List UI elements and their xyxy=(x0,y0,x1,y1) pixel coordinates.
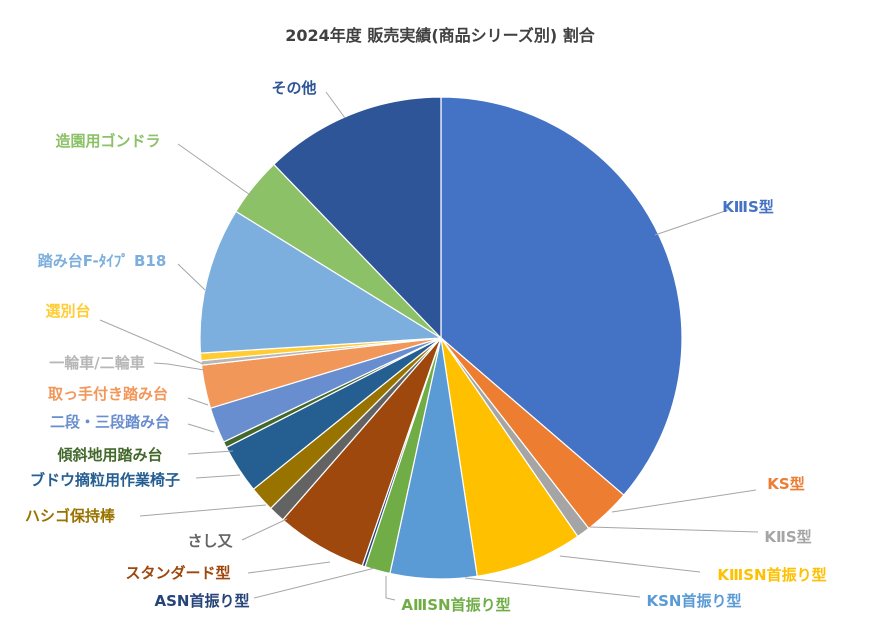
slice-label: スタンダード型 xyxy=(125,564,230,582)
slice-label: KSN首振り型 xyxy=(647,592,742,610)
slice-label: KⅡS型 xyxy=(764,528,811,546)
slice-label: AⅢSN首振り型 xyxy=(401,596,510,614)
leader-line xyxy=(253,567,376,599)
slice-label: 傾斜地用踏み台 xyxy=(56,446,162,464)
leader-line xyxy=(99,319,204,365)
slice-label: KⅢSN首振り型 xyxy=(717,566,826,584)
leader-line xyxy=(187,423,215,433)
slice-label: ハシゴ保持棒 xyxy=(25,507,116,525)
leader-line xyxy=(177,263,206,291)
leader-line xyxy=(611,489,757,513)
slice-label: 取っ手付き踏み台 xyxy=(48,385,168,403)
pie-slice xyxy=(440,96,683,496)
leader-line xyxy=(589,526,759,533)
leader-line xyxy=(559,555,701,573)
slice-label: 二段・三段踏み台 xyxy=(50,413,170,431)
leader-line xyxy=(385,576,396,601)
leader-line xyxy=(464,577,641,598)
leader-line xyxy=(187,450,234,455)
leader-line xyxy=(139,504,267,517)
leader-line xyxy=(247,561,331,574)
leader-line xyxy=(241,518,288,541)
slice-label: KⅢS型 xyxy=(722,198,774,216)
slice-label: ASN首振り型 xyxy=(155,592,250,610)
slice-label: 選別台 xyxy=(45,302,90,320)
slice-label: ブドウ摘粒用作業椅子 xyxy=(30,471,180,489)
slice-label: その他 xyxy=(271,79,316,97)
leader-line xyxy=(187,397,209,406)
leader-line xyxy=(153,362,205,371)
slice-label: KS型 xyxy=(767,475,804,493)
pie-slice xyxy=(440,337,579,577)
slice-label: さし又 xyxy=(187,532,233,550)
slice-label: 踏み台F-ﾀｲﾌﾟ B18 xyxy=(38,252,167,270)
leader-line xyxy=(195,474,241,479)
leader-line xyxy=(325,91,346,119)
leader-line xyxy=(177,143,254,198)
slice-label: 造園用ゴンドラ xyxy=(55,132,160,150)
pie-slice xyxy=(199,210,443,354)
chart-title: 2024年度 販売実績(商品シリーズ別) 割合 xyxy=(285,26,595,45)
pie-slice xyxy=(272,96,442,340)
leader-line xyxy=(654,209,729,236)
slice-label: 一輪車/二輪車 xyxy=(49,354,144,372)
